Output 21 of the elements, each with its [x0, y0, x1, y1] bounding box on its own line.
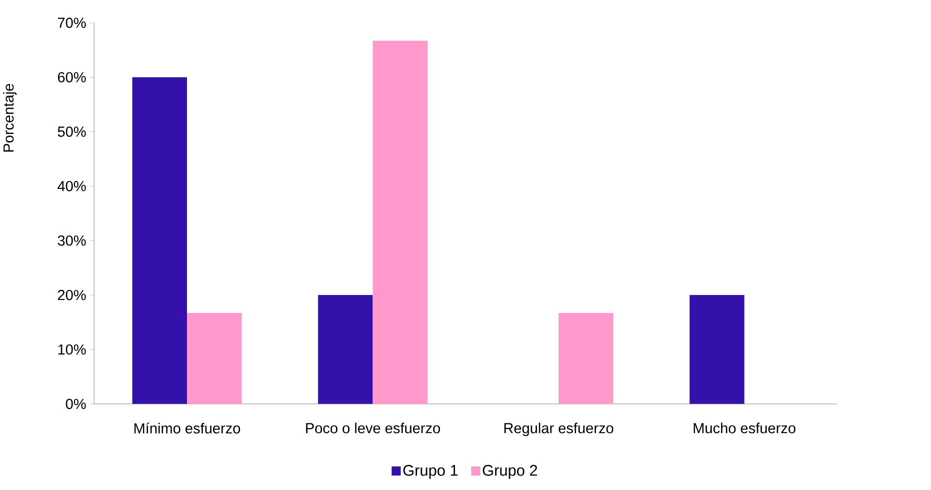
bar: [186, 313, 242, 404]
bar: [318, 295, 373, 404]
y-tick-label: 60%: [58, 72, 86, 83]
y-tick-label: 50%: [58, 126, 86, 138]
bar: [132, 77, 187, 404]
y-tick-label: 30%: [58, 236, 86, 246]
x-tick-label: Mínimo esfuerzo: [134, 422, 240, 434]
legend-label: Grupo 1: [403, 465, 458, 480]
x-tick-label: Mucho esfuerzo: [694, 422, 796, 434]
y-tick-label: 10%: [58, 344, 86, 355]
y-tick-label: 0%: [66, 398, 86, 410]
y-tick-label: 70%: [58, 18, 86, 28]
bar: [690, 295, 744, 404]
y-tick-label: 40%: [58, 181, 86, 192]
y-axis-title: Porcentaje: [3, 84, 17, 152]
bar: [372, 40, 428, 404]
bar: [558, 313, 614, 404]
y-tick-label: 20%: [58, 290, 86, 300]
x-tick-label: Regular esfuerzo: [504, 422, 614, 436]
legend-label: Grupo 2: [482, 465, 538, 480]
x-tick-label: Poco o leve esfuerzo: [306, 422, 440, 434]
